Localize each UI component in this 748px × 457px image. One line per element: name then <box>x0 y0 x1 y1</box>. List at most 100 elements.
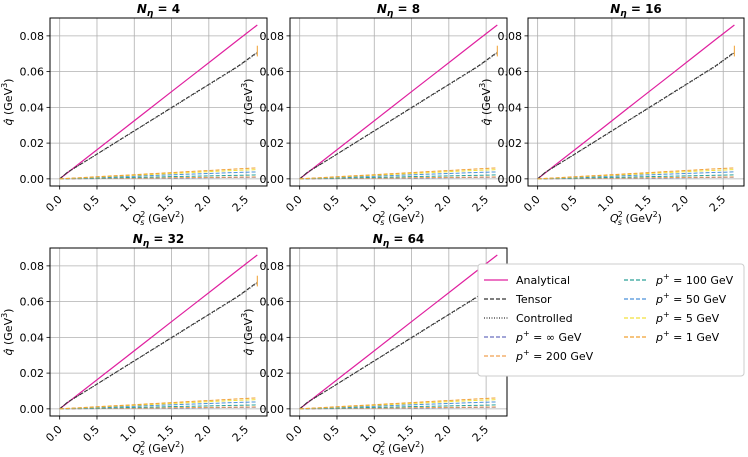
series-line-Analytical <box>59 24 258 180</box>
x-tick-label: 0.0 <box>283 193 305 215</box>
panel-title: Nη = 32 <box>133 232 185 249</box>
x-tick-label: 2.0 <box>192 423 214 445</box>
series-line-Tensor <box>59 51 258 180</box>
x-axis-label: Q2 s (GeV2) <box>133 440 185 457</box>
title-subscript: η <box>147 9 154 19</box>
series-line-1 <box>59 167 258 180</box>
legend-p: p <box>655 293 663 306</box>
title-value: = 4 <box>153 2 180 16</box>
x-tick-label: 0.0 <box>283 423 305 445</box>
y-tick-label: 0.06 <box>20 296 45 309</box>
legend-sup: + <box>663 272 670 281</box>
xlabel-unit-close: ) <box>658 212 662 225</box>
legend-sup: + <box>523 348 530 357</box>
xlabel-sub: s <box>380 218 384 227</box>
legend-sup: + <box>663 291 670 300</box>
y-axis-label: q̂ (GeV3) <box>0 79 15 126</box>
series-line-Tensor <box>59 281 258 410</box>
ylabel-symbol: q̂ <box>242 118 255 125</box>
legend-label: p+ = ∞ GeV <box>515 329 582 344</box>
title-value: = 32 <box>149 232 184 246</box>
ylabel-symbol: q̂ <box>480 118 493 125</box>
xlabel-sup: 2 <box>140 440 145 449</box>
x-tick-label: 0.5 <box>558 193 580 215</box>
panel-4: 0.0 0.5 1.0 1.5 2.0 2.50.000.020.040.060.08Nη… <box>0 232 268 457</box>
xlabel-unit: (GeV <box>144 212 175 225</box>
x-tick-label: 0.5 <box>321 423 343 445</box>
legend-frame <box>477 263 745 377</box>
series-line-100 <box>59 404 258 410</box>
series-line-50 <box>59 171 258 180</box>
legend-p: p <box>515 350 523 363</box>
y-tick-label: 0.00 <box>260 173 285 186</box>
legend-sup: + <box>663 310 670 319</box>
ylabel-unit-sup: 3 <box>478 83 487 88</box>
series-line-5 <box>299 169 498 180</box>
x-tick-label: 2.5 <box>470 423 492 445</box>
xlabel-unit: (GeV <box>144 442 175 455</box>
y-axis-label: q̂ (GeV3) <box>0 309 15 356</box>
ylabel-unit-close: ) <box>242 309 255 313</box>
series-line-100 <box>299 174 498 180</box>
series-line-1 <box>59 397 258 410</box>
title-symbol: N <box>610 2 620 16</box>
y-tick-label: 0.04 <box>260 101 285 114</box>
y-tick-label: 0.04 <box>498 101 523 114</box>
y-axis-label: q̂ (GeV3) <box>478 79 493 126</box>
y-tick-label: 0.08 <box>20 30 45 43</box>
xlabel-symbol: Q <box>373 212 382 225</box>
series-line-Analytical <box>299 254 498 410</box>
series-line-Analytical <box>299 24 498 180</box>
legend-p: p <box>515 331 523 344</box>
legend-label: Tensor <box>515 293 552 306</box>
series-line-50 <box>537 171 735 180</box>
plot-frame <box>49 247 268 417</box>
panel-title: Nη = 16 <box>610 2 662 19</box>
y-axis-label: q̂ (GeV3) <box>240 309 255 356</box>
series-line-50 <box>299 401 498 410</box>
ylabel-symbol: q̂ <box>242 348 255 355</box>
plot-frame <box>49 17 268 187</box>
y-tick-label: 0.06 <box>498 66 523 79</box>
legend-label: p+ = 100 GeV <box>655 272 734 287</box>
y-tick-label: 0.00 <box>260 403 285 416</box>
y-tick-label: 0.02 <box>20 137 45 150</box>
plot-frame <box>289 17 508 187</box>
x-tick-label: 0.5 <box>81 423 103 445</box>
xlabel-unit-close: ) <box>420 212 424 225</box>
x-axis-label: Q2 s (GeV2) <box>610 210 662 227</box>
xlabel-unit: (GeV <box>384 442 415 455</box>
legend-value: = ∞ GeV <box>530 331 582 344</box>
legend-sup: + <box>663 329 670 338</box>
legend-label: Controlled <box>516 312 573 325</box>
legend-sup: + <box>523 329 530 338</box>
x-tick-label: 2.5 <box>230 193 252 215</box>
y-axis-label: q̂ (GeV3) <box>240 79 255 126</box>
panel-1: 0.0 0.5 1.0 1.5 2.0 2.50.000.020.040.060.08Nη… <box>0 2 268 227</box>
x-tick-label: 2.0 <box>432 423 454 445</box>
panel-2: 0.0 0.5 1.0 1.5 2.0 2.50.000.020.040.060.08Nη… <box>240 2 508 227</box>
y-tick-label: 0.08 <box>498 30 523 43</box>
title-symbol: N <box>373 232 383 246</box>
x-tick-label: 0.0 <box>43 193 65 215</box>
xlabel-symbol: Q <box>133 442 142 455</box>
ylabel-unit: (GeV <box>480 87 493 118</box>
ylabel-unit: (GeV <box>242 87 255 118</box>
y-tick-label: 0.06 <box>260 66 285 79</box>
y-tick-label: 0.02 <box>260 137 285 150</box>
panel-title: Nη = 64 <box>373 232 425 249</box>
y-tick-label: 0.04 <box>20 101 45 114</box>
ylabel-unit-sup: 3 <box>0 83 9 88</box>
series-line-50 <box>59 401 258 410</box>
legend-label: Analytical <box>516 274 570 287</box>
series-line-5 <box>59 169 258 180</box>
x-tick-label: 2.0 <box>670 193 692 215</box>
series-line-Tensor <box>299 51 498 180</box>
y-tick-label: 0.02 <box>20 367 45 380</box>
plot-frame <box>527 17 745 187</box>
legend-label: p+ = 5 GeV <box>655 310 720 325</box>
x-axis-label: Q2 s (GeV2) <box>373 210 425 227</box>
ylabel-unit-close: ) <box>2 79 15 83</box>
title-symbol: N <box>133 232 143 246</box>
